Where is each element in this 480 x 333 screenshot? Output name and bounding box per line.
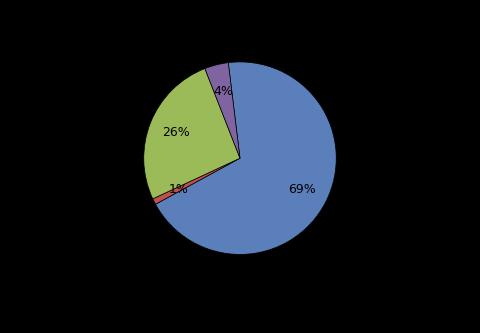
Wedge shape — [153, 158, 240, 204]
Wedge shape — [144, 69, 240, 199]
Text: 69%: 69% — [288, 183, 315, 196]
Wedge shape — [156, 62, 336, 254]
Wedge shape — [205, 63, 240, 158]
Text: 4%: 4% — [213, 85, 233, 98]
Text: 26%: 26% — [162, 126, 190, 139]
Text: 1%: 1% — [168, 183, 188, 196]
